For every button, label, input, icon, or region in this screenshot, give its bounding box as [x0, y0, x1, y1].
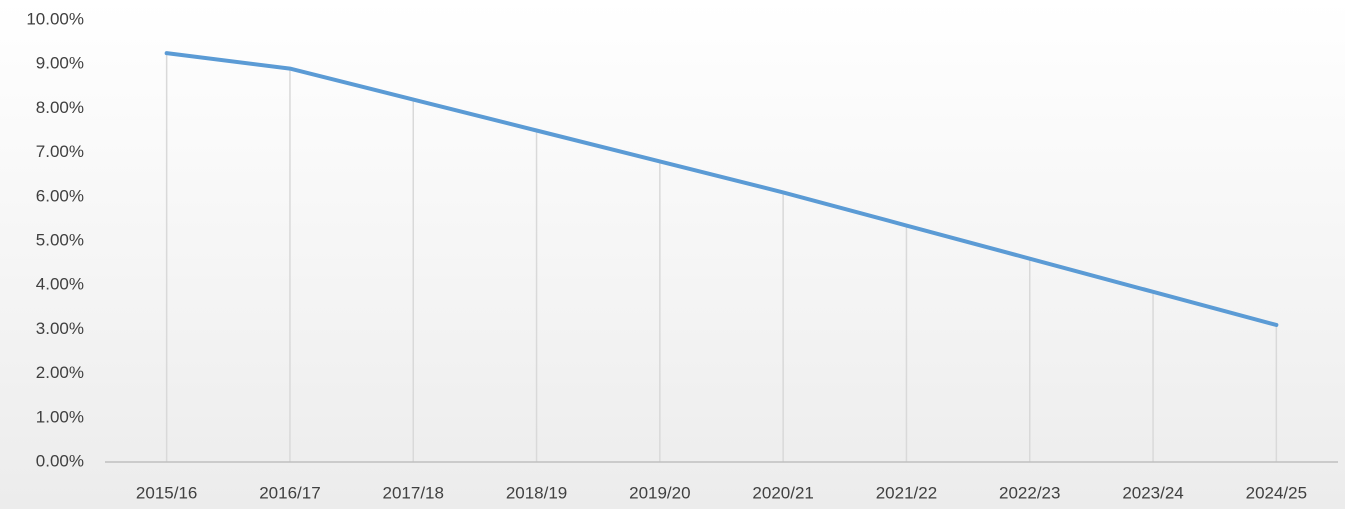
x-tick-label: 2024/25: [1246, 483, 1307, 502]
x-tick-label: 2018/19: [506, 483, 567, 502]
x-tick-label: 2016/17: [259, 483, 320, 502]
y-tick-label: 8.00%: [36, 98, 84, 117]
y-tick-label: 2.00%: [36, 363, 84, 382]
x-tick-label: 2022/23: [999, 483, 1060, 502]
y-tick-label: 5.00%: [36, 230, 84, 249]
x-tick-label: 2017/18: [383, 483, 444, 502]
x-tick-label: 2021/22: [876, 483, 937, 502]
line: [164, 51, 1279, 327]
y-tick-label: 10.00%: [26, 9, 84, 28]
y-tick-label: 1.00%: [36, 407, 84, 426]
x-tick-label: 2023/24: [1122, 483, 1183, 502]
x-tick-label: 2015/16: [136, 483, 197, 502]
x-tick-label: 2020/21: [752, 483, 813, 502]
y-tick-label: 9.00%: [36, 54, 84, 73]
x-tick-label: 2019/20: [629, 483, 690, 502]
y-tick-label: 6.00%: [36, 186, 84, 205]
y-tick-label: 7.00%: [36, 142, 84, 161]
y-tick-label: 4.00%: [36, 275, 84, 294]
y-tick-label: 0.00%: [36, 451, 84, 470]
y-tick-label: 3.00%: [36, 319, 84, 338]
